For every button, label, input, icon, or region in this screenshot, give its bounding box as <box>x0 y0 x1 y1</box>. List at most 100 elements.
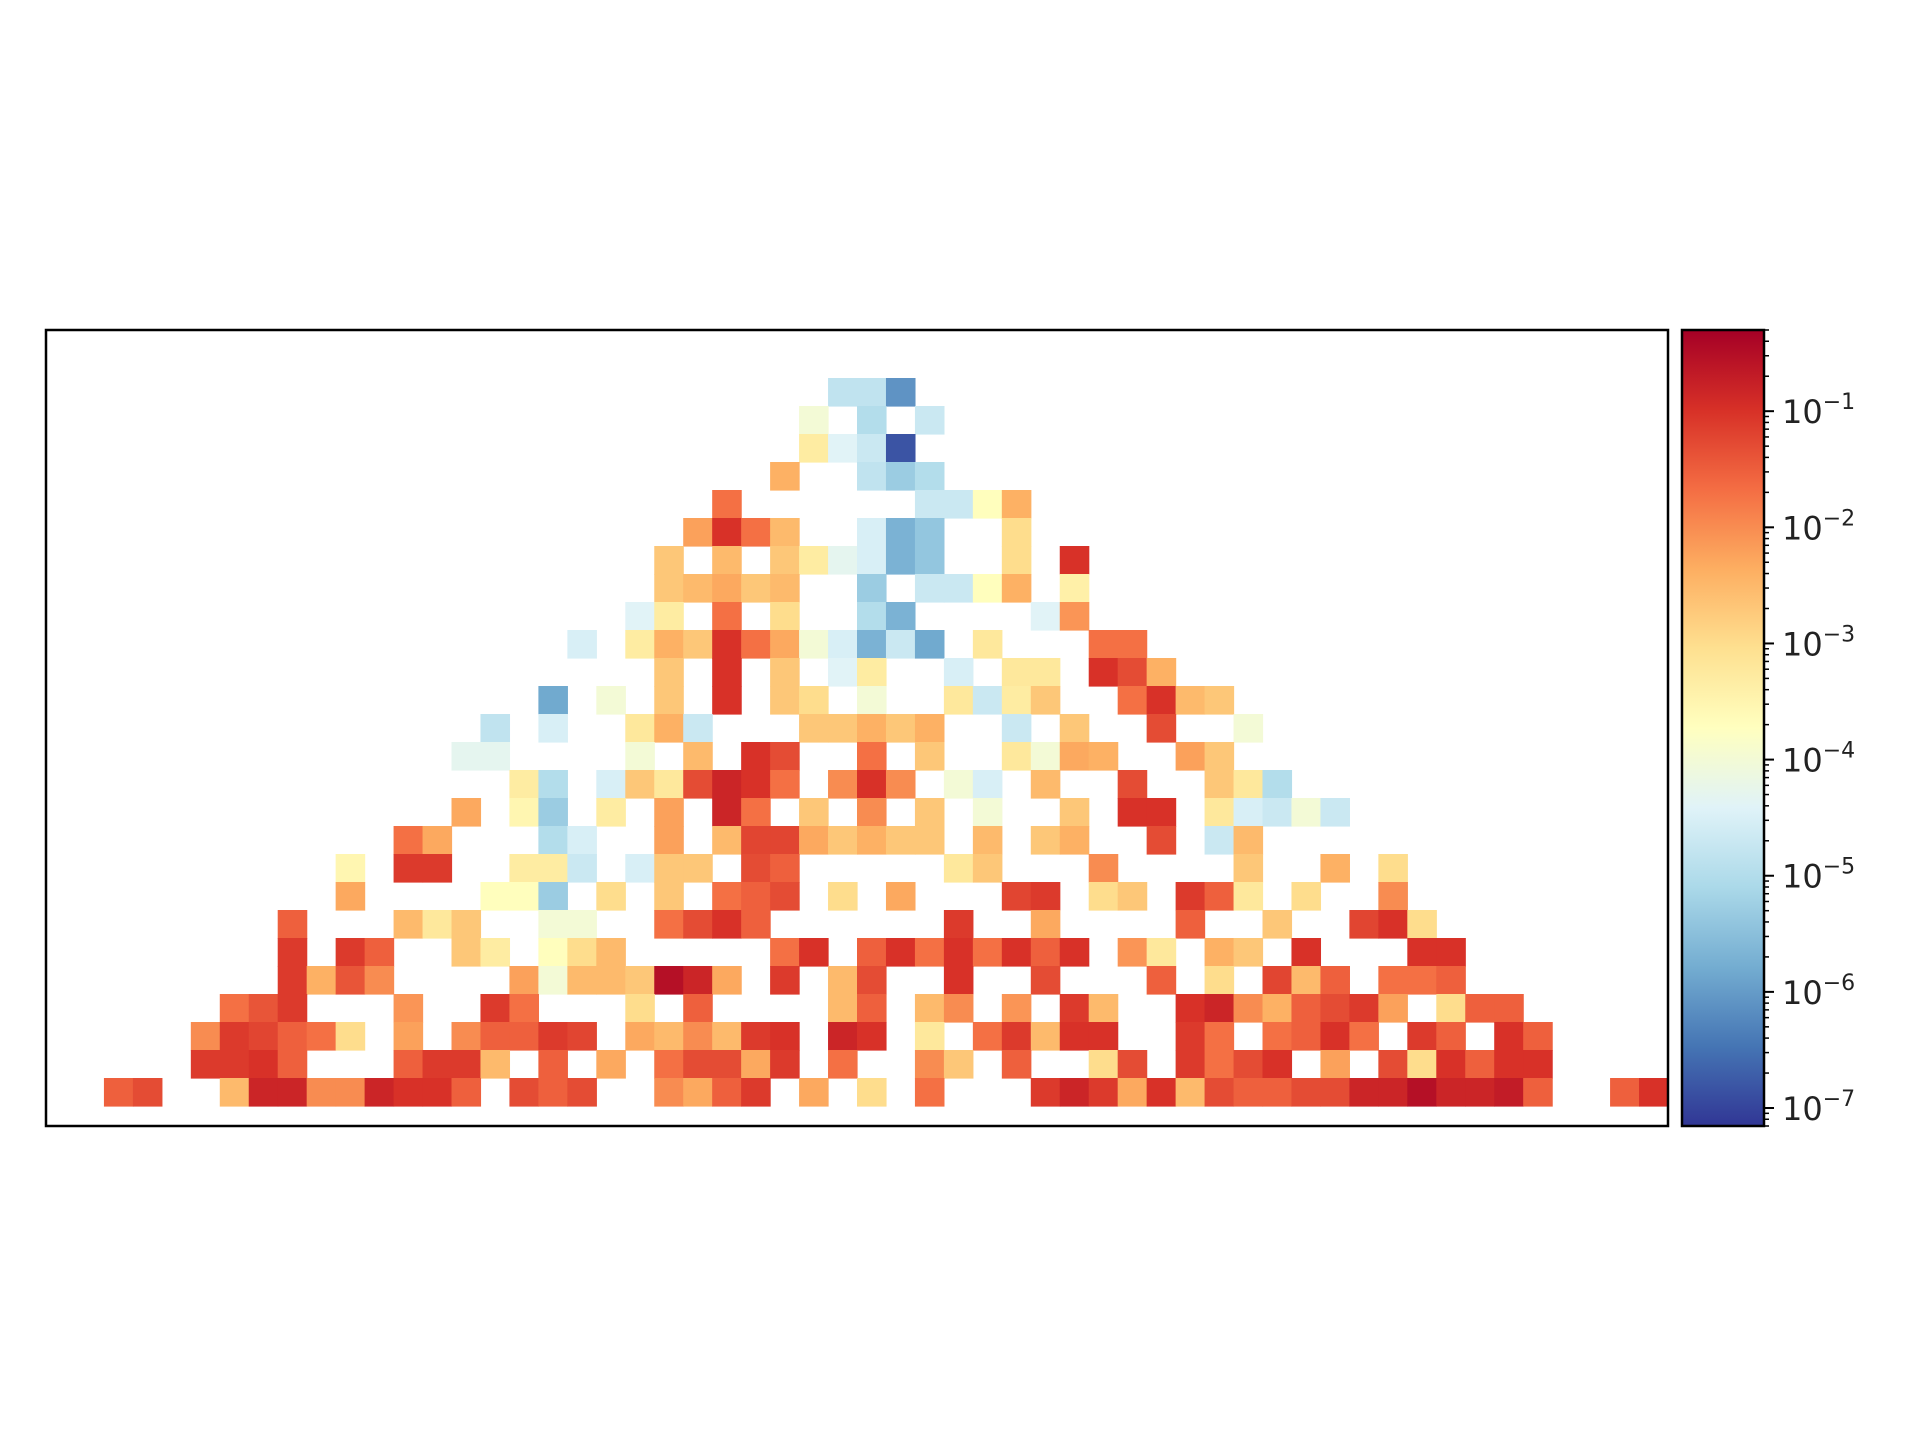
colorbar-ticks: 10−7 10−6 10−5 10−4 10−3 10−2 10−1 <box>1764 329 1855 1128</box>
heatmap-cell <box>1465 1050 1495 1079</box>
heatmap-cell <box>1001 686 1032 715</box>
heatmap-cell <box>914 742 945 771</box>
heatmap-cell <box>509 798 539 827</box>
heatmap-cell <box>335 1078 366 1107</box>
heatmap-cell <box>828 826 858 855</box>
heatmap-cell <box>1146 826 1177 855</box>
heatmap-cell <box>857 546 887 575</box>
heatmap-cell <box>712 1078 742 1107</box>
heatmap-cell <box>1233 854 1264 883</box>
heatmap-cell <box>596 770 626 799</box>
heatmap-cell <box>654 966 684 995</box>
heatmap-cell <box>857 378 887 407</box>
heatmap-cell <box>828 434 858 463</box>
heatmap-cell <box>857 574 887 603</box>
heatmap-cell <box>1175 882 1206 911</box>
heatmap-cell <box>972 1022 1003 1051</box>
heatmap-cell <box>1407 966 1437 995</box>
heatmap-cell <box>770 826 800 855</box>
heatmap-cell <box>1030 602 1061 631</box>
heatmap-cell <box>1378 1078 1408 1107</box>
heatmap-cell <box>741 882 771 911</box>
heatmap-cell <box>1175 1050 1206 1079</box>
heatmap-cell <box>1291 798 1322 827</box>
heatmap-cell <box>857 602 887 631</box>
heatmap-cell <box>1610 1078 1640 1107</box>
heatmap-cell <box>1436 966 1466 995</box>
heatmap-cell <box>914 490 945 519</box>
heatmap-cell <box>1117 686 1148 715</box>
heatmap-cell <box>828 770 858 799</box>
heatmap-cell <box>1001 658 1032 687</box>
heatmap-cell <box>857 434 887 463</box>
heatmap-cell <box>741 770 771 799</box>
heatmap-cell <box>943 1050 974 1079</box>
heatmap-cell <box>596 1050 626 1079</box>
heatmap-cell <box>422 854 453 883</box>
heatmap-cell <box>248 1050 279 1079</box>
heatmap-cell <box>799 434 829 463</box>
heatmap-cell <box>885 826 916 855</box>
heatmap-cell <box>857 826 887 855</box>
heatmap-cell <box>422 826 453 855</box>
heatmap-cell <box>451 742 482 771</box>
heatmap-cell <box>828 882 858 911</box>
heatmap-cell <box>1059 1078 1090 1107</box>
heatmap-cell <box>712 658 742 687</box>
heatmap-cell <box>625 742 655 771</box>
heatmap-cell <box>828 378 858 407</box>
heatmap-cell <box>625 1022 655 1051</box>
heatmap-cell <box>914 938 945 967</box>
heatmap-cell <box>567 1022 597 1051</box>
heatmap-cell <box>683 1050 713 1079</box>
heatmap-cell <box>741 1078 771 1107</box>
colorbar-tick-label: 10−4 <box>1782 739 1855 780</box>
heatmap-cell <box>1233 714 1264 743</box>
heatmap-cell <box>509 966 539 995</box>
heatmap-cell <box>943 686 974 715</box>
heatmap-cell <box>1204 686 1235 715</box>
heatmap-cell <box>567 938 597 967</box>
heatmap-cell <box>219 1050 250 1079</box>
heatmap-cell <box>538 966 568 995</box>
heatmap-cell <box>538 770 568 799</box>
heatmap-cell <box>1262 1022 1293 1051</box>
heatmap-cell <box>1001 742 1032 771</box>
heatmap-cell <box>625 966 655 995</box>
heatmap-cell <box>1001 714 1032 743</box>
heatmap-cell <box>306 966 337 995</box>
heatmap-cell <box>480 994 511 1023</box>
heatmap-cell <box>741 854 771 883</box>
heatmap-cell <box>1175 1078 1206 1107</box>
heatmap-cell <box>857 686 887 715</box>
heatmap-cell <box>335 854 366 883</box>
heatmap-cell <box>654 798 684 827</box>
heatmap-cell <box>885 602 916 631</box>
heatmap-cell <box>1030 882 1061 911</box>
heatmap-cell <box>567 1078 597 1107</box>
heatmap-cell <box>1175 994 1206 1023</box>
heatmap-cell <box>480 882 511 911</box>
heatmap-cell <box>712 686 742 715</box>
heatmap-cell <box>1204 742 1235 771</box>
heatmap-cell <box>538 686 568 715</box>
heatmap-cell <box>943 658 974 687</box>
heatmap-cell <box>683 742 713 771</box>
heatmap-cell <box>914 574 945 603</box>
heatmap-cell <box>741 910 771 939</box>
heatmap-cell <box>1262 770 1293 799</box>
heatmap-cell <box>885 630 916 659</box>
heatmap-cell <box>799 686 829 715</box>
colorbar-tick-label: 10−7 <box>1782 1087 1855 1128</box>
heatmap-cell <box>1233 938 1264 967</box>
heatmap-cell <box>1204 1022 1235 1051</box>
heatmap-cell <box>1320 966 1350 995</box>
colorbar-tick-label: 10−2 <box>1782 506 1855 547</box>
heatmap-cell <box>741 1022 771 1051</box>
heatmap-cell <box>885 546 916 575</box>
heatmap-cell <box>1146 686 1177 715</box>
heatmap-cell <box>1349 1022 1379 1051</box>
heatmap-cell <box>1407 1022 1437 1051</box>
heatmap-cell <box>654 630 684 659</box>
heatmap-cell <box>770 1022 800 1051</box>
